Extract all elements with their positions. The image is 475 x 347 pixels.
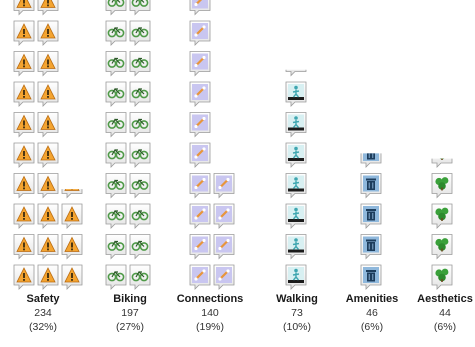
category-percent: (32%) bbox=[29, 321, 57, 333]
connection-icon bbox=[213, 203, 235, 229]
category-count: 46 bbox=[366, 307, 378, 319]
connection-icon bbox=[189, 203, 211, 229]
warning-icon bbox=[37, 234, 59, 260]
warning-icon bbox=[13, 20, 35, 46]
warning-icon bbox=[13, 264, 35, 290]
warning-icon bbox=[37, 20, 59, 46]
bicycle-icon bbox=[129, 51, 151, 77]
bicycle-icon bbox=[129, 234, 151, 260]
warning-icon bbox=[13, 112, 35, 138]
category-percent: (6%) bbox=[434, 321, 456, 333]
warning-icon bbox=[13, 51, 35, 77]
connection-icon bbox=[189, 234, 211, 260]
warning-icon bbox=[37, 203, 59, 229]
trash-can-icon bbox=[360, 153, 382, 168]
connection-icon bbox=[189, 51, 211, 77]
warning-icon bbox=[37, 0, 59, 16]
pedestrian-icon bbox=[285, 112, 307, 138]
bicycle-icon bbox=[129, 142, 151, 168]
category-label: Biking bbox=[113, 293, 147, 305]
pedestrian-icon bbox=[285, 173, 307, 199]
bicycle-icon bbox=[129, 173, 151, 199]
category-percent: (6%) bbox=[361, 321, 383, 333]
connection-icon bbox=[189, 112, 211, 138]
trash-can-icon bbox=[360, 203, 382, 229]
warning-icon bbox=[13, 173, 35, 199]
warning-icon bbox=[37, 173, 59, 199]
warning-icon bbox=[13, 142, 35, 168]
bicycle-icon bbox=[105, 0, 127, 16]
category-count: 73 bbox=[291, 307, 303, 319]
shrub-icon bbox=[431, 158, 453, 168]
bicycle-icon bbox=[129, 112, 151, 138]
warning-icon bbox=[37, 142, 59, 168]
warning-icon bbox=[37, 264, 59, 290]
category-count: 140 bbox=[201, 307, 219, 319]
category-percent: (27%) bbox=[116, 321, 144, 333]
pedestrian-icon bbox=[285, 69, 307, 77]
bicycle-icon bbox=[129, 0, 151, 16]
connection-icon bbox=[189, 142, 211, 168]
category-label: Walking bbox=[276, 293, 318, 305]
pedestrian-icon bbox=[285, 142, 307, 168]
warning-icon bbox=[61, 189, 83, 199]
connection-icon bbox=[213, 264, 235, 290]
bicycle-icon bbox=[105, 234, 127, 260]
shrub-icon bbox=[431, 264, 453, 290]
shrub-icon bbox=[431, 203, 453, 229]
warning-icon bbox=[37, 112, 59, 138]
warning-icon bbox=[13, 81, 35, 107]
category-label: Aesthetics bbox=[417, 293, 473, 305]
warning-icon bbox=[61, 234, 83, 260]
bicycle-icon bbox=[105, 20, 127, 46]
category-label: Safety bbox=[26, 293, 60, 305]
connection-icon bbox=[189, 173, 211, 199]
connection-icon bbox=[213, 234, 235, 260]
bicycle-icon bbox=[105, 203, 127, 229]
connection-icon bbox=[213, 173, 235, 199]
trash-can-icon bbox=[360, 234, 382, 260]
warning-icon bbox=[13, 203, 35, 229]
bicycle-icon bbox=[129, 20, 151, 46]
connection-icon bbox=[189, 20, 211, 46]
connection-icon bbox=[189, 264, 211, 290]
warning-icon bbox=[37, 81, 59, 107]
pedestrian-icon bbox=[285, 81, 307, 107]
category-label: Amenities bbox=[346, 293, 399, 305]
bicycle-icon bbox=[129, 203, 151, 229]
category-count: 234 bbox=[34, 307, 52, 319]
trash-can-icon bbox=[360, 264, 382, 290]
bicycle-icon bbox=[129, 81, 151, 107]
warning-icon bbox=[13, 234, 35, 260]
bicycle-icon bbox=[129, 264, 151, 290]
pedestrian-icon bbox=[285, 234, 307, 260]
trash-can-icon bbox=[360, 173, 382, 199]
bicycle-icon bbox=[105, 81, 127, 107]
category-label: Connections bbox=[177, 293, 244, 305]
warning-icon bbox=[61, 264, 83, 290]
bicycle-icon bbox=[105, 142, 127, 168]
bicycle-icon bbox=[105, 264, 127, 290]
connection-icon bbox=[189, 81, 211, 107]
shrub-icon bbox=[431, 173, 453, 199]
warning-icon bbox=[61, 203, 83, 229]
bicycle-icon bbox=[105, 51, 127, 77]
pedestrian-icon bbox=[285, 203, 307, 229]
bicycle-icon bbox=[105, 112, 127, 138]
category-count: 44 bbox=[439, 307, 451, 319]
category-count: 197 bbox=[121, 307, 139, 319]
connection-icon bbox=[189, 0, 211, 16]
category-percent: (10%) bbox=[283, 321, 311, 333]
category-percent: (19%) bbox=[196, 321, 224, 333]
warning-icon bbox=[37, 51, 59, 77]
warning-icon bbox=[13, 0, 35, 16]
bicycle-icon bbox=[105, 173, 127, 199]
pedestrian-icon bbox=[285, 264, 307, 290]
shrub-icon bbox=[431, 234, 453, 260]
